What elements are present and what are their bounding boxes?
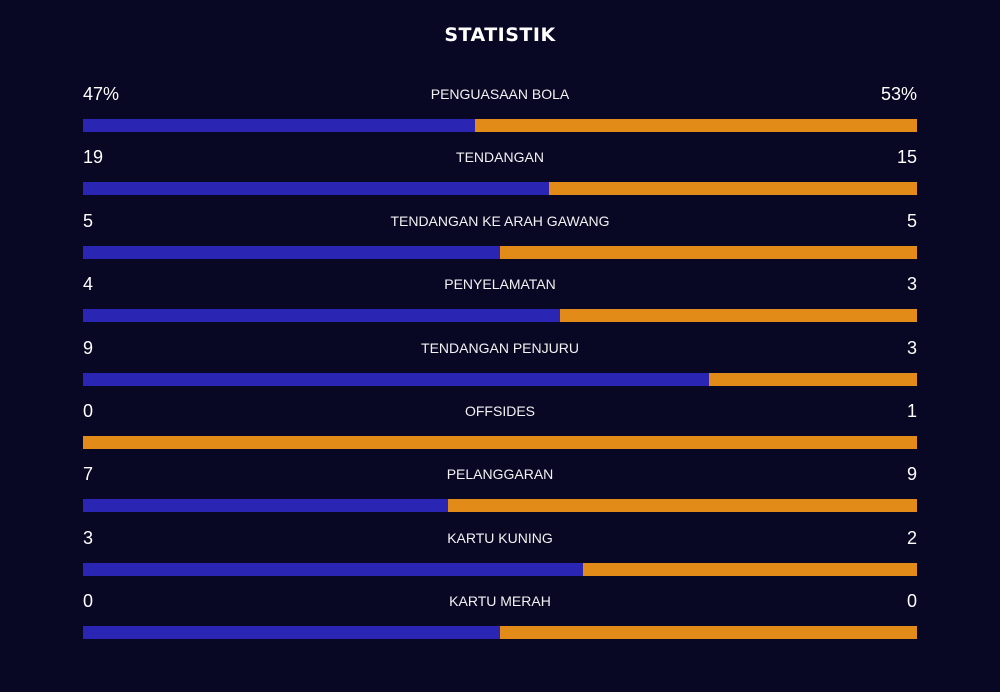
- away-bar: [83, 435, 917, 449]
- away-value: 15: [896, 147, 917, 168]
- away-bar: [549, 182, 917, 196]
- stat-header: 3 KARTU KUNING 2: [83, 524, 917, 554]
- comparison-bar: [83, 435, 917, 449]
- comparison-bar: [83, 245, 917, 259]
- away-bar: [583, 562, 917, 576]
- away-value: 2: [906, 527, 917, 548]
- comparison-bar: [83, 372, 917, 386]
- stat-row-shots-on-target: 5 TENDANGAN KE ARAH GAWANG 5: [83, 207, 917, 270]
- home-bar: [83, 562, 584, 576]
- stat-header: 19 TENDANGAN 15: [83, 143, 917, 173]
- stat-label: KARTU KUNING: [447, 529, 553, 546]
- away-bar: [500, 245, 917, 259]
- stat-label: OFFSIDES: [464, 402, 535, 419]
- comparison-bar: [83, 499, 917, 513]
- home-value: 19: [83, 147, 104, 168]
- home-bar: [83, 626, 500, 640]
- stat-header: 4 PENYELAMATAN 3: [83, 270, 917, 300]
- away-value: 0: [906, 591, 917, 612]
- stat-header: 7 PELANGGARAN 9: [83, 460, 917, 490]
- home-bar: [83, 245, 500, 259]
- stat-label: PENGUASAAN BOLA: [430, 86, 570, 102]
- stat-row-offsides: 0 OFFSIDES 1: [83, 397, 917, 460]
- stat-label: KARTU MERAH: [449, 593, 551, 610]
- comparison-bar: [83, 309, 917, 323]
- stat-row-saves: 4 PENYELAMATAN 3: [83, 270, 917, 333]
- comparison-bar: [83, 182, 917, 196]
- home-value: 9: [83, 337, 94, 358]
- home-value: 4: [83, 274, 94, 295]
- stat-row-possession: 47% PENGUASAAN BOLA 53%: [83, 80, 917, 143]
- stat-row-yellow-cards: 3 KARTU KUNING 2: [83, 524, 917, 587]
- away-bar: [500, 626, 917, 640]
- comparison-bar: [83, 119, 917, 132]
- away-value: 3: [906, 274, 917, 295]
- home-bar: [83, 182, 550, 196]
- home-value: 5: [83, 210, 94, 231]
- away-value: 53%: [880, 84, 917, 104]
- home-bar: [83, 119, 475, 132]
- home-value: 0: [83, 400, 94, 421]
- home-bar: [83, 372, 709, 386]
- stat-header: 9 TENDANGAN PENJURU 3: [83, 334, 917, 364]
- stat-header: 5 TENDANGAN KE ARAH GAWANG 5: [83, 207, 917, 237]
- away-bar: [447, 499, 917, 513]
- away-value: 5: [906, 210, 917, 231]
- away-value: 1: [906, 400, 917, 421]
- home-value: 3: [83, 527, 94, 548]
- stat-header: 0 OFFSIDES 1: [83, 397, 917, 427]
- section-title: STATISTIK: [444, 24, 556, 46]
- stat-row-shots: 19 TENDANGAN 15: [83, 143, 917, 206]
- stat-label: TENDANGAN KE ARAH GAWANG: [390, 212, 610, 229]
- stat-header: 47% PENGUASAAN BOLA 53%: [83, 80, 917, 110]
- stat-row-fouls: 7 PELANGGARAN 9: [83, 460, 917, 523]
- home-value: 0: [83, 591, 94, 612]
- away-value: 3: [906, 337, 917, 358]
- stat-label: TENDANGAN PENJURU: [421, 339, 579, 356]
- away-value: 9: [906, 464, 917, 485]
- away-bar: [474, 119, 917, 132]
- stats-list: 47% PENGUASAAN BOLA 53% 19 TENDANGAN 15: [83, 80, 917, 651]
- stat-row-red-cards: 0 KARTU MERAH 0: [83, 587, 917, 650]
- away-bar: [559, 309, 917, 323]
- home-value: 47%: [83, 84, 120, 104]
- home-bar: [83, 499, 448, 513]
- home-bar: [83, 309, 560, 323]
- stat-header: 0 KARTU MERAH 0: [83, 587, 917, 617]
- stat-label: PELANGGARAN: [446, 466, 554, 483]
- stat-row-corners: 9 TENDANGAN PENJURU 3: [83, 334, 917, 397]
- away-bar: [708, 372, 917, 386]
- home-value: 7: [83, 464, 94, 485]
- stat-label: TENDANGAN: [456, 149, 544, 166]
- comparison-bar: [83, 626, 917, 640]
- stat-label: PENYELAMATAN: [444, 276, 556, 293]
- comparison-bar: [83, 562, 917, 576]
